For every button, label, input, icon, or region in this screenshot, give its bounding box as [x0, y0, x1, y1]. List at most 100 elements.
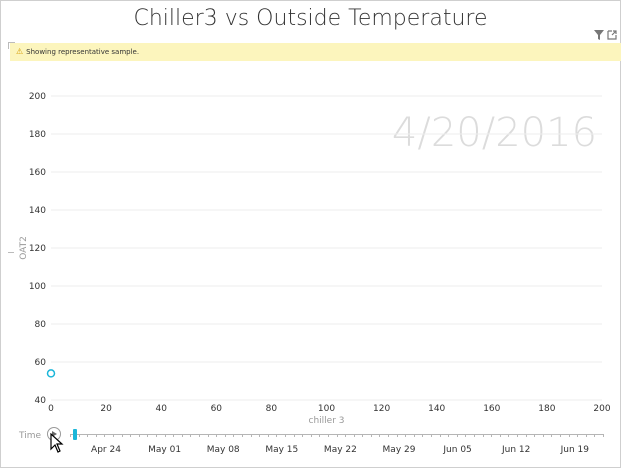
timeline-tick — [112, 434, 114, 437]
timeline-label: Time — [19, 431, 42, 441]
y-tick-label: 160 — [29, 168, 46, 178]
timeline-tick — [284, 434, 286, 437]
x-tick-label: 80 — [266, 404, 278, 414]
focus-mode-icon[interactable] — [607, 30, 617, 43]
x-tick-label: 140 — [428, 404, 445, 414]
timeline-tick — [336, 434, 338, 437]
timeline-tick — [534, 434, 536, 437]
timeline-date-label: Jun 05 — [443, 445, 472, 455]
y-tick-label: 120 — [29, 244, 46, 254]
timeline-tick — [327, 434, 329, 437]
timeline-date-label: May 01 — [148, 445, 182, 455]
timeline-tick — [405, 434, 407, 437]
warning-icon: ⚠ — [16, 47, 24, 56]
timeline-tick — [250, 434, 252, 437]
x-tick-label: 180 — [538, 404, 555, 414]
timeline-ticks — [70, 434, 604, 439]
timeline-tick — [87, 434, 89, 437]
timeline-tick — [121, 434, 123, 437]
x-axis-title: chiller 3 — [309, 416, 345, 426]
x-tick-label: 100 — [318, 404, 335, 414]
timeline-date-label: May 08 — [206, 445, 240, 455]
timeline-handle[interactable] — [73, 429, 77, 440]
timeline-tick — [396, 434, 398, 437]
timeline-tick — [259, 434, 261, 437]
filter-icon[interactable] — [594, 30, 604, 43]
x-tick-label: 120 — [373, 404, 390, 414]
sample-warning-banner: ⚠ Showing representative sample. — [10, 43, 621, 61]
x-tick-label: 20 — [100, 404, 112, 414]
timeline-tick — [568, 434, 570, 437]
timeline-tick — [173, 434, 175, 437]
timeline-tick — [525, 434, 527, 437]
timeline-tick — [560, 434, 562, 437]
timeline-tick — [130, 434, 132, 437]
resize-handle-left[interactable] — [8, 252, 14, 253]
timeline-tick — [345, 434, 347, 437]
timeline-tick — [517, 434, 519, 437]
timeline-tick — [379, 434, 381, 437]
timeline-tick — [413, 434, 415, 437]
y-tick-label: 60 — [35, 358, 47, 368]
y-tick-label: 200 — [29, 92, 46, 102]
timeline-tick — [422, 434, 424, 437]
timeline-tick — [594, 434, 596, 437]
timeline-date-label: Jun 19 — [560, 445, 589, 455]
timeline-tick — [388, 434, 390, 437]
timeline-tick — [491, 434, 493, 437]
timeline-tick — [216, 434, 218, 437]
timeline-tick — [276, 434, 278, 437]
x-tick-label: 160 — [483, 404, 500, 414]
timeline-tick — [319, 434, 321, 437]
data-point — [46, 369, 56, 378]
timeline-tick — [310, 434, 312, 437]
timeline-tick — [448, 434, 450, 437]
timeline-tick — [267, 434, 269, 437]
timeline-tick — [474, 434, 476, 437]
timeline-tick — [362, 434, 364, 437]
timeline-date-label: May 15 — [265, 445, 299, 455]
timeline-tick — [431, 434, 433, 437]
timeline-tick — [353, 434, 355, 437]
timeline-tick — [482, 434, 484, 437]
y-axis-title: OAT2 — [19, 236, 29, 260]
y-tick-label: 80 — [35, 320, 47, 330]
mouse-cursor-icon — [50, 432, 64, 456]
y-tick-label: 40 — [35, 396, 47, 406]
timeline-tick — [499, 434, 501, 437]
timeline-tick — [224, 434, 226, 437]
timeline-tick — [585, 434, 587, 437]
timeline-tick — [207, 434, 209, 437]
timeline-tick — [241, 434, 243, 437]
resize-handle-corner[interactable] — [8, 42, 15, 49]
timeline-tick — [508, 434, 510, 437]
y-tick-label: 140 — [29, 206, 46, 216]
timeline-tick — [104, 434, 106, 437]
timeline-tick — [542, 434, 544, 437]
timeline-tick — [164, 434, 166, 437]
timeline-tick — [78, 434, 80, 437]
chart-title: Chiller3 vs Outside Temperature — [133, 6, 488, 31]
timeline-tick — [302, 434, 304, 437]
timeline-tick — [370, 434, 372, 437]
x-tick-label: 200 — [593, 404, 610, 414]
timeline-tick — [456, 434, 458, 437]
timeline-tick — [147, 434, 149, 437]
timeline-tick — [577, 434, 579, 437]
timeline-tick — [233, 434, 235, 437]
timeline-tick — [181, 434, 183, 437]
timeline-date-label: May 29 — [382, 445, 416, 455]
timeline-tick — [603, 434, 604, 437]
y-tick-label: 100 — [29, 282, 46, 292]
timeline-tick — [70, 434, 71, 437]
timeline-tick — [293, 434, 295, 437]
timeline-tick — [190, 434, 192, 437]
timeline-tick — [198, 434, 200, 437]
timeline-tick — [439, 434, 441, 437]
timeline-tick — [95, 434, 97, 437]
timeline-date-label: Jun 12 — [501, 445, 531, 455]
x-tick-label: 60 — [211, 404, 223, 414]
timeline-tick — [138, 434, 140, 437]
timeline-date-label: May 22 — [323, 445, 357, 455]
